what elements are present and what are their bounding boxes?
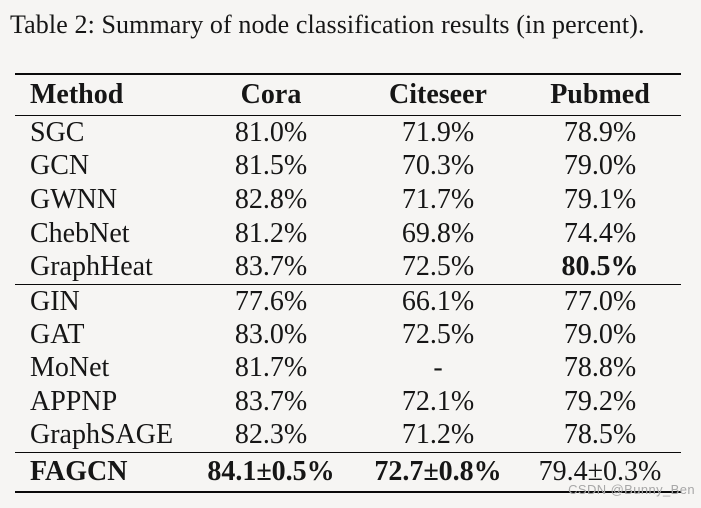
cell-graphsage-cora: 82.3% <box>234 419 308 451</box>
node-classification-results-table: Method Cora Citeseer Pubmed SGC 81.0% 71.9% 78… <box>15 73 681 493</box>
cell-graphsage-citeseer: 71.2% <box>401 419 475 451</box>
cell-graphsage-pubmed: 78.5% <box>563 419 637 451</box>
cell-fagcn-method: FAGCN <box>30 455 128 487</box>
table-row-gwnn: GWNN 82.8% 71.7% 79.1% <box>15 183 681 217</box>
cell-chebnet-pubmed: 74.4% <box>563 217 637 249</box>
cell-gwnn-method: GWNN <box>30 183 118 215</box>
cell-gat-cora: 83.0% <box>234 318 308 350</box>
table-caption: Table 2: Summary of node classification … <box>10 10 645 39</box>
cell-gcn-citeseer: 70.3% <box>401 150 475 182</box>
cell-appnp-pubmed: 79.2% <box>563 386 637 418</box>
table-group-proposed-method: FAGCN 84.1±0.5% 72.7±0.8% 79.4±0.3% <box>15 452 681 492</box>
cell-graphsage-method: GraphSAGE <box>30 419 174 451</box>
column-header-pubmed: Pubmed <box>550 79 650 110</box>
cell-fagcn-citeseer: 72.7±0.8% <box>374 455 502 487</box>
cell-graphheat-cora: 83.7% <box>234 251 308 283</box>
table-row-chebnet: ChebNet 81.2% 69.8% 74.4% <box>15 217 681 251</box>
column-header-citeseer: Citeseer <box>389 79 487 110</box>
cell-graphheat-method: GraphHeat <box>30 251 153 283</box>
cell-fagcn-pubmed: 79.4±0.3% <box>538 455 662 487</box>
table-row-gin: GIN 77.6% 66.1% 77.0% <box>15 284 681 318</box>
cell-graphheat-pubmed: 80.5% <box>561 251 639 283</box>
table-row-fagcn: FAGCN 84.1±0.5% 72.7±0.8% 79.4±0.3% <box>15 452 681 492</box>
header-row: Method Cora Citeseer Pubmed <box>15 74 681 116</box>
results-table-container: Method Cora Citeseer Pubmed SGC 81.0% 71.9% 78… <box>15 73 681 493</box>
cell-monet-citeseer: - <box>433 352 443 384</box>
cell-gwnn-citeseer: 71.7% <box>401 183 475 215</box>
table-row-graphheat: GraphHeat 83.7% 72.5% 80.5% <box>15 251 681 285</box>
cell-sgc-method: SGC <box>30 116 85 148</box>
cell-gcn-method: GCN <box>30 150 90 182</box>
cell-gin-cora: 77.6% <box>234 285 308 317</box>
cell-appnp-citeseer: 72.1% <box>401 386 475 418</box>
cell-monet-method: MoNet <box>30 352 110 384</box>
cell-chebnet-method: ChebNet <box>30 217 130 249</box>
table-row-gat: GAT 83.0% 72.5% 79.0% <box>15 318 681 352</box>
cell-monet-pubmed: 78.8% <box>563 352 637 384</box>
cell-gat-method: GAT <box>30 318 85 350</box>
cell-chebnet-cora: 81.2% <box>234 217 308 249</box>
cell-appnp-method: APPNP <box>30 386 118 418</box>
cell-gin-method: GIN <box>30 285 80 317</box>
cell-gwnn-cora: 82.8% <box>234 183 308 215</box>
cell-fagcn-cora: 84.1±0.5% <box>207 455 335 487</box>
cell-gcn-cora: 81.5% <box>234 150 308 182</box>
table-row-sgc: SGC 81.0% 71.9% 78.9% <box>15 116 681 150</box>
table-row-monet: MoNet 81.7% - 78.8% <box>15 352 681 386</box>
cell-sgc-cora: 81.0% <box>234 116 308 148</box>
cell-appnp-cora: 83.7% <box>234 386 308 418</box>
cell-sgc-pubmed: 78.9% <box>563 116 637 148</box>
column-header-cora: Cora <box>240 79 302 110</box>
table-row-appnp: APPNP 83.7% 72.1% 79.2% <box>15 385 681 419</box>
cell-gin-citeseer: 66.1% <box>401 285 475 317</box>
cell-graphheat-citeseer: 72.5% <box>401 251 475 283</box>
table-row-gcn: GCN 81.5% 70.3% 79.0% <box>15 149 681 183</box>
cell-gcn-pubmed: 79.0% <box>563 150 637 182</box>
column-header-method: Method <box>30 79 124 110</box>
cell-monet-cora: 81.7% <box>234 352 308 384</box>
table-group-spectral-methods: SGC 81.0% 71.9% 78.9% GCN 81.5% 70.3% 79.0% GWNN… <box>15 115 681 285</box>
cell-chebnet-citeseer: 69.8% <box>401 217 475 249</box>
cell-gat-citeseer: 72.5% <box>401 318 475 350</box>
table-row-graphsage: GraphSAGE 82.3% 71.2% 78.5% <box>15 419 681 453</box>
table-group-spatial-methods: GIN 77.6% 66.1% 77.0% GAT 83.0% 72.5% 79.0% MoNe… <box>15 284 681 452</box>
watermark-text: CSDN @Bunny_Ben <box>568 482 695 497</box>
cell-gin-pubmed: 77.0% <box>563 285 637 317</box>
cell-gat-pubmed: 79.0% <box>563 318 637 350</box>
table-header: Method Cora Citeseer Pubmed <box>15 74 681 116</box>
cell-gwnn-pubmed: 79.1% <box>563 183 637 215</box>
cell-sgc-citeseer: 71.9% <box>401 116 475 148</box>
